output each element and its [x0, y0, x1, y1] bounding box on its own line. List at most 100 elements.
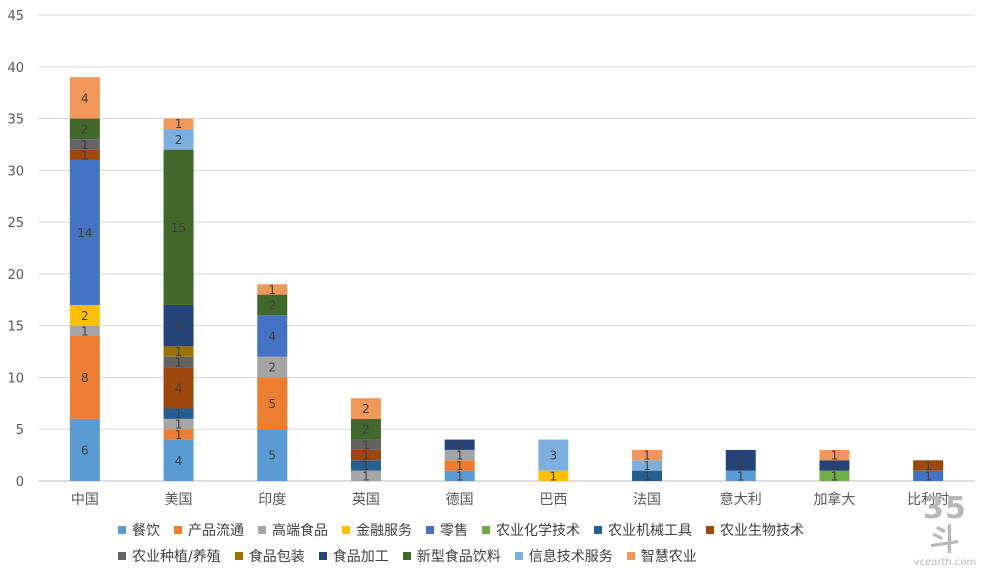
data-label: 1 [456, 449, 464, 463]
data-label: 4 [175, 454, 183, 468]
watermark-logo: 35斗 vcearth.com [910, 493, 980, 569]
legend-item: 农业机械工具 [594, 520, 692, 540]
data-label: 1 [831, 449, 839, 463]
data-label: 1 [737, 469, 745, 483]
data-label: 1 [268, 283, 276, 297]
bar-segment [257, 377, 288, 430]
y-tick-label: 30 [7, 164, 24, 179]
legend-swatch [258, 526, 266, 534]
bar-segment [163, 429, 194, 440]
legend-swatch [706, 526, 714, 534]
y-tick-label: 10 [7, 371, 24, 386]
data-label: 1 [643, 449, 651, 463]
bar-segment [69, 159, 100, 305]
legend-label: 新型食品饮料 [416, 549, 501, 565]
data-label: 8 [81, 371, 89, 385]
legend-item: 高端食品 [258, 520, 328, 540]
bar-segment [163, 408, 194, 419]
data-label: 5 [268, 397, 276, 411]
legend-swatch [118, 526, 126, 534]
bar-segment [819, 460, 850, 471]
x-category-label: 德国 [446, 492, 474, 508]
legend-item: 农业种植/养殖 [118, 546, 221, 566]
data-label: 1 [362, 438, 370, 452]
bar-segment [163, 346, 194, 357]
bar-segment [69, 77, 100, 119]
data-label: 1 [924, 459, 932, 473]
data-label: 1 [924, 469, 932, 483]
data-label: 1 [362, 469, 370, 483]
legend-label: 高端食品 [272, 523, 328, 539]
bar-segment [257, 429, 288, 481]
data-label: 1 [831, 469, 839, 483]
bar-segment [69, 304, 100, 326]
bar-segment [632, 470, 663, 481]
legend-label: 零售 [440, 523, 468, 539]
bar-segment [350, 460, 381, 471]
legend-item: 食品包装 [234, 546, 305, 566]
data-label: 2 [175, 133, 183, 147]
bar-segment [163, 149, 194, 305]
y-tick-label: 5 [16, 423, 24, 438]
data-label: 1 [175, 407, 183, 421]
data-label: 4 [81, 91, 89, 105]
bar-segment [69, 336, 100, 419]
data-label: 1 [456, 469, 464, 483]
bar-segment [163, 439, 194, 481]
legend-label: 智慧农业 [640, 549, 697, 565]
data-label: 1 [643, 469, 651, 483]
x-category-label: 英国 [352, 491, 380, 508]
y-tick-label: 15 [7, 320, 24, 335]
bar-segment [819, 470, 850, 481]
bar-segment [350, 418, 381, 440]
legend-item: 信息技术服务 [514, 546, 613, 566]
bar-segment [350, 470, 381, 481]
legend-label: 信息技术服务 [528, 549, 613, 565]
data-label: 4 [175, 319, 183, 333]
legend-swatch [118, 552, 126, 560]
data-label: 6 [81, 443, 89, 457]
legend-swatch [342, 526, 350, 534]
legend-item: 金融服务 [342, 520, 412, 540]
bar-segment [444, 470, 475, 481]
bar-segment [350, 398, 381, 419]
chart-legend: 餐饮 产品流通 高端食品 金融服务 零售 农业化学技术 农业机械工具 农业生物技术 农业种植/养… [118, 520, 898, 566]
legend-swatch [514, 552, 523, 560]
legend-swatch [482, 526, 490, 534]
bar-segment [163, 128, 194, 150]
data-label: 1 [456, 438, 464, 452]
bar-segment [69, 118, 100, 140]
data-label: 4 [268, 330, 276, 344]
data-label: 1 [81, 324, 89, 338]
data-label: 1 [643, 459, 651, 473]
bar-segment [913, 470, 944, 481]
x-category-label: 巴西 [539, 492, 567, 508]
bar-segment [163, 418, 194, 430]
x-category-label: 法国 [633, 492, 661, 508]
data-label: 1 [831, 459, 839, 473]
bar-segment [819, 449, 850, 461]
bar-segment [257, 284, 288, 295]
legend-item: 零售 [426, 520, 468, 540]
legend-swatch [234, 552, 243, 560]
y-tick-label: 20 [7, 268, 24, 283]
legend-item: 智慧农业 [626, 546, 697, 566]
data-label: 2 [737, 454, 745, 468]
legend-item: 农业化学技术 [482, 520, 580, 540]
x-category-label: 加拿大 [813, 491, 855, 508]
legend-label: 食品加工 [332, 549, 389, 565]
bar-segment [69, 149, 100, 160]
y-tick-label: 0 [16, 475, 24, 490]
bar-segment [444, 460, 475, 471]
legend-swatch [626, 552, 635, 560]
legend-label: 产品流通 [188, 523, 244, 539]
bar-segment [538, 470, 569, 481]
legend-label: 农业机械工具 [608, 523, 692, 539]
data-label: 1 [456, 459, 464, 473]
legend-swatch [426, 526, 434, 534]
bar-segment [725, 470, 756, 481]
x-category-label: 印度 [258, 492, 286, 508]
bar-segment [163, 367, 194, 409]
x-category-label: 中国 [71, 492, 99, 508]
bar-segment [913, 460, 944, 471]
